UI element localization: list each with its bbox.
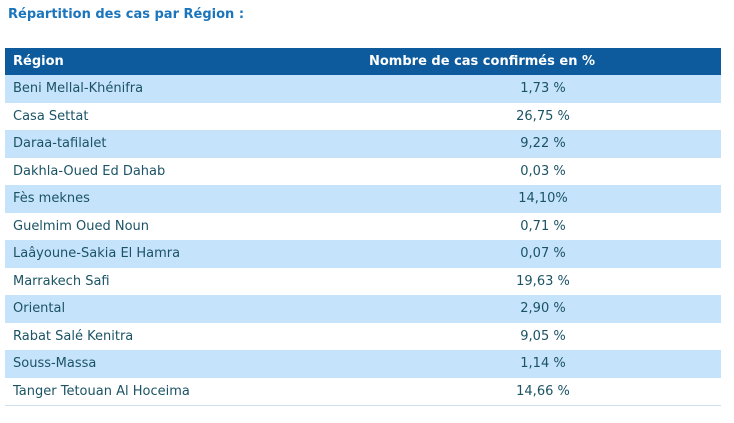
value-cell: 2,90 % (365, 295, 721, 323)
table-row: Casa Settat 26,75 % (5, 102, 721, 130)
column-header-value: Nombre de cas confirmés en % (365, 48, 721, 75)
table-row: Dakhla-Oued Ed Dahab 0,03 % (5, 157, 721, 185)
value-cell: 1,73 % (365, 75, 721, 103)
table-row: Daraa-tafilalet 9,22 % (5, 130, 721, 158)
regions-table: Région Nombre de cas confirmés en % Beni… (5, 48, 721, 406)
value-cell: 14,10% (365, 185, 721, 213)
region-cell: Daraa-tafilalet (5, 130, 365, 158)
table-row: Fès meknes 14,10% (5, 185, 721, 213)
value-cell: 14,66 % (365, 377, 721, 406)
table-row: Marrakech Safi 19,63 % (5, 267, 721, 295)
value-cell: 0,71 % (365, 212, 721, 240)
table-row: Guelmim Oued Noun 0,71 % (5, 212, 721, 240)
table-row: Tanger Tetouan Al Hoceima 14,66 % (5, 377, 721, 406)
region-cell: Tanger Tetouan Al Hoceima (5, 377, 365, 406)
table-row: Beni Mellal-Khénifra 1,73 % (5, 75, 721, 103)
value-cell: 9,22 % (365, 130, 721, 158)
table-row: Rabat Salé Kenitra 9,05 % (5, 322, 721, 350)
page-title: Répartition des cas par Région : (8, 7, 245, 22)
table-row: Laâyoune-Sakia El Hamra 0,07 % (5, 240, 721, 268)
table-row: Oriental 2,90 % (5, 295, 721, 323)
region-cell: Guelmim Oued Noun (5, 212, 365, 240)
region-cell: Beni Mellal-Khénifra (5, 75, 365, 103)
value-cell: 9,05 % (365, 322, 721, 350)
region-cell: Souss-Massa (5, 350, 365, 378)
region-cell: Oriental (5, 295, 365, 323)
value-cell: 19,63 % (365, 267, 721, 295)
value-cell: 26,75 % (365, 102, 721, 130)
region-cell: Laâyoune-Sakia El Hamra (5, 240, 365, 268)
region-cell: Fès meknes (5, 185, 365, 213)
region-cell: Rabat Salé Kenitra (5, 322, 365, 350)
table-row: Souss-Massa 1,14 % (5, 350, 721, 378)
region-cell: Marrakech Safi (5, 267, 365, 295)
region-cell: Dakhla-Oued Ed Dahab (5, 157, 365, 185)
column-header-region: Région (5, 48, 365, 75)
region-cell: Casa Settat (5, 102, 365, 130)
value-cell: 0,03 % (365, 157, 721, 185)
table-header-row: Région Nombre de cas confirmés en % (5, 48, 721, 75)
value-cell: 1,14 % (365, 350, 721, 378)
value-cell: 0,07 % (365, 240, 721, 268)
table-header: Région Nombre de cas confirmés en % (5, 48, 721, 75)
table-body: Beni Mellal-Khénifra 1,73 % Casa Settat 26,… (5, 75, 721, 406)
